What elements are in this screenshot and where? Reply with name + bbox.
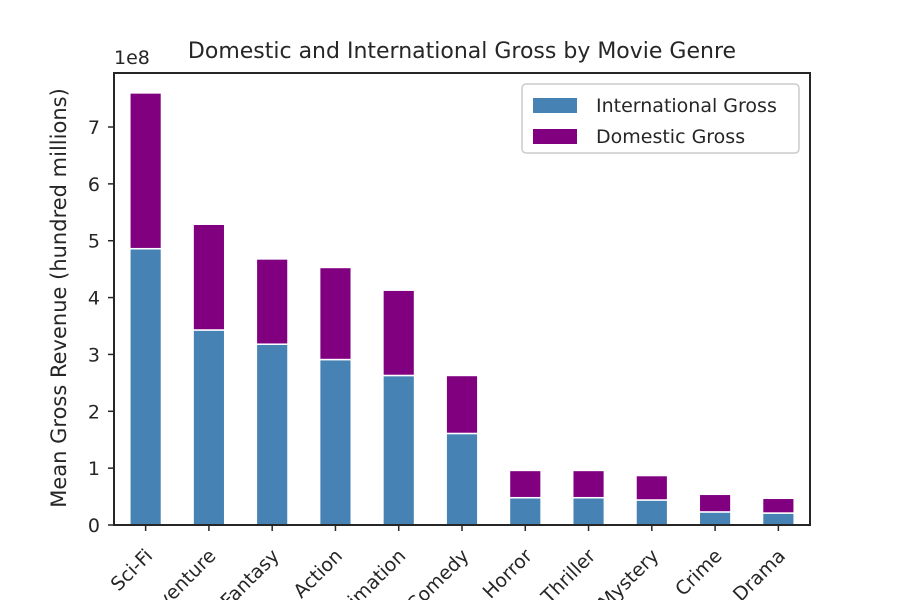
legend-box: [521, 83, 800, 154]
legend-swatch-domestic: [533, 129, 577, 144]
x-tick-label-horror: Horror: [479, 545, 537, 600]
y-tick-label: 6: [88, 174, 100, 196]
x-tick-label-drama: Drama: [729, 545, 790, 600]
y-tick-label: 2: [88, 401, 100, 423]
y-axis-ticks: 0 1 2 3 4 5 6 7: [88, 117, 114, 537]
bar-international-crime: [698, 511, 732, 526]
y-tick-label: 7: [88, 117, 100, 139]
y-axis-label: Mean Gross Revenue (hundred millions): [47, 88, 71, 508]
bar-international-adventure: [192, 329, 226, 526]
x-tick-label-thriller: Thriller: [537, 545, 601, 600]
y-tick-label: 5: [88, 231, 100, 253]
bar-domestic-comedy: [445, 374, 479, 435]
bar-domestic-crime: [698, 493, 732, 513]
y-tick-label: 1: [88, 458, 100, 480]
bar-international-fantasy: [255, 343, 289, 526]
bar-domestic-horror: [508, 469, 542, 499]
y-tick-label: 0: [88, 515, 100, 537]
chart-title: Domestic and International Gross by Movi…: [188, 39, 736, 64]
y-axis-offset-label: 1e8: [114, 47, 150, 69]
bar-domestic-fantasy: [255, 258, 289, 345]
bar-domestic-drama: [761, 497, 795, 514]
x-tick-label-crime: Crime: [671, 545, 727, 600]
bar-international-drama: [761, 512, 795, 526]
y-tick-label: 3: [88, 344, 100, 366]
legend-label-domestic: Domestic Gross: [596, 126, 745, 148]
x-tick-label-mystery: Mystery: [594, 545, 663, 600]
bars: [129, 92, 795, 526]
legend-swatch-international: [533, 98, 577, 113]
bar-international-sci-fi: [129, 247, 163, 526]
x-tick-label-sci-fi: Sci-Fi: [107, 545, 158, 596]
x-tick-label-comedy: Comedy: [403, 545, 474, 600]
y-tick-label: 4: [88, 288, 100, 310]
bar-international-animation: [382, 374, 416, 526]
bar-domestic-sci-fi: [129, 92, 163, 250]
bar-international-horror: [508, 496, 542, 526]
legend: International Gross Domestic Gross: [521, 83, 800, 154]
plot-frame: [113, 72, 811, 526]
legend-label-international: International Gross: [596, 95, 777, 117]
bar-domestic-adventure: [192, 223, 226, 331]
bar-domestic-thriller: [571, 469, 606, 499]
x-tick-label-fantasy: Fantasy: [216, 545, 283, 600]
bar-domestic-action: [318, 266, 353, 361]
bar-international-mystery: [635, 499, 669, 526]
x-tick-label-action: Action: [289, 545, 347, 600]
bar-international-comedy: [445, 432, 479, 526]
bar-international-thriller: [571, 496, 606, 526]
bar-domestic-mystery: [635, 474, 669, 501]
bar-international-action: [318, 358, 353, 526]
bar-domestic-animation: [382, 289, 416, 377]
